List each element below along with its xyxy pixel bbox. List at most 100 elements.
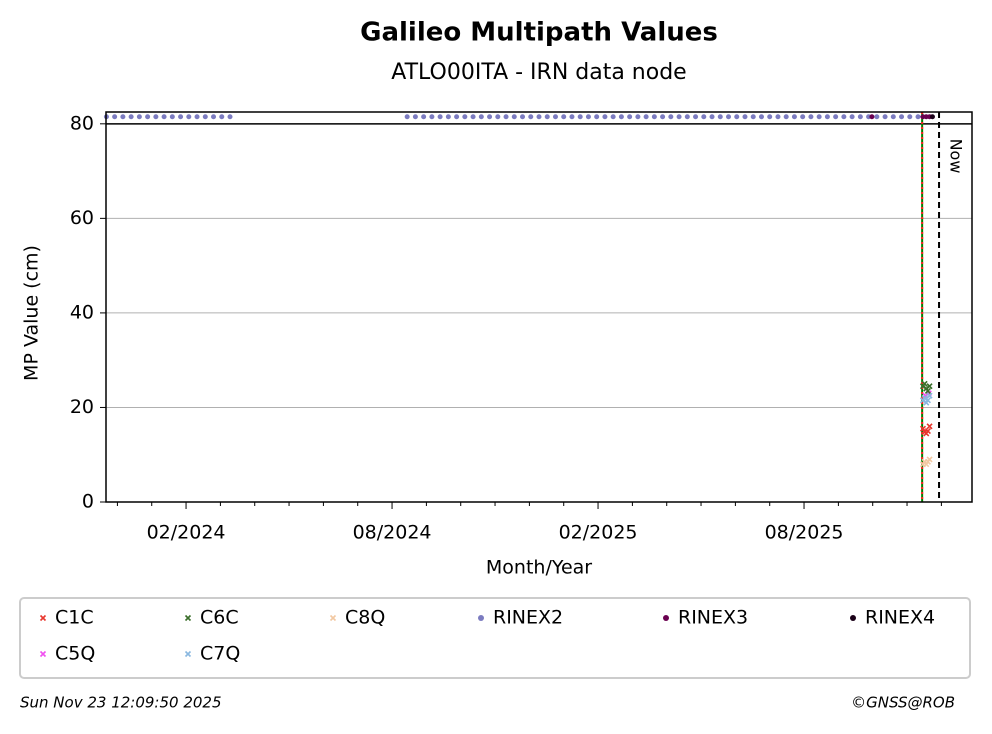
point	[412, 114, 418, 120]
y-tick-label: 60	[70, 207, 94, 229]
point	[767, 114, 773, 120]
point	[924, 428, 931, 435]
point	[869, 114, 875, 120]
legend-label: C6C	[200, 607, 239, 629]
point	[178, 114, 184, 120]
point	[544, 114, 550, 120]
x-axis-label: Month/Year	[486, 557, 592, 579]
point	[445, 114, 451, 120]
point	[924, 397, 931, 404]
point	[536, 114, 542, 120]
point	[136, 114, 142, 120]
point	[211, 114, 217, 120]
point	[594, 114, 600, 120]
point	[907, 114, 913, 120]
point	[454, 114, 460, 120]
point	[791, 114, 797, 120]
point	[585, 114, 591, 120]
legend-label: RINEX2	[493, 607, 563, 629]
point	[404, 114, 410, 120]
point	[709, 114, 715, 120]
point	[145, 114, 151, 120]
point	[926, 456, 933, 463]
point	[153, 114, 159, 120]
point	[758, 114, 764, 120]
x-tick-label: 02/2025	[559, 522, 638, 544]
point	[701, 114, 707, 120]
point	[684, 114, 690, 120]
credit: ©GNSS@ROB	[851, 694, 955, 712]
x-tick-label: 08/2025	[765, 522, 844, 544]
point	[693, 114, 699, 120]
point	[651, 114, 657, 120]
point	[470, 114, 476, 120]
point	[857, 114, 863, 120]
point	[849, 114, 855, 120]
point	[194, 114, 200, 120]
point	[528, 114, 534, 120]
point	[742, 114, 748, 120]
legend-label: C7Q	[200, 643, 240, 665]
chart-title: Galileo Multipath Values	[360, 18, 718, 48]
legend-marker	[663, 615, 669, 621]
point	[511, 114, 517, 120]
point	[921, 380, 928, 387]
point	[926, 423, 933, 430]
point	[734, 114, 740, 120]
point	[816, 114, 822, 120]
point	[227, 114, 233, 120]
timestamp: Sun Nov 23 12:09:50 2025	[20, 694, 222, 712]
point	[503, 114, 509, 120]
point	[808, 114, 814, 120]
point	[577, 114, 583, 120]
plot-frame	[105, 111, 973, 503]
point	[926, 383, 933, 390]
chart-subtitle: ATLO00ITA - IRN data node	[391, 60, 686, 85]
legend-label: C5Q	[55, 643, 95, 665]
y-tick-label: 40	[70, 301, 94, 323]
y-axis-label: MP Value (cm)	[21, 245, 43, 381]
legend-label: C8Q	[345, 607, 385, 629]
point	[495, 114, 501, 120]
point	[437, 114, 443, 120]
point	[552, 114, 558, 120]
point	[478, 114, 484, 120]
point	[660, 114, 666, 120]
y-tick-label: 80	[70, 112, 94, 134]
legend-marker	[478, 615, 484, 621]
point	[161, 114, 167, 120]
legend-marker	[184, 650, 192, 658]
point	[219, 114, 225, 120]
y-tick-label: 0	[82, 491, 94, 513]
point	[112, 114, 118, 120]
legend-marker	[39, 614, 47, 622]
point	[520, 114, 526, 120]
point	[915, 114, 921, 120]
vertical-line-label: Now	[947, 139, 966, 174]
point	[202, 114, 208, 120]
legend-marker	[184, 614, 192, 622]
point	[717, 114, 723, 120]
legend-marker	[850, 615, 856, 621]
point	[919, 425, 927, 432]
point	[924, 387, 931, 394]
legend-label: RINEX4	[865, 607, 935, 629]
point	[618, 114, 624, 120]
point	[783, 114, 789, 120]
point	[750, 114, 756, 120]
point	[128, 114, 134, 120]
point	[841, 114, 847, 120]
point	[824, 114, 830, 120]
point	[462, 114, 468, 120]
point	[874, 114, 880, 120]
point	[668, 114, 674, 120]
point	[929, 114, 935, 120]
point	[775, 114, 781, 120]
point	[627, 114, 633, 120]
point	[890, 114, 896, 120]
point	[643, 114, 649, 120]
point	[676, 114, 682, 120]
point	[926, 392, 933, 399]
point	[833, 114, 839, 120]
